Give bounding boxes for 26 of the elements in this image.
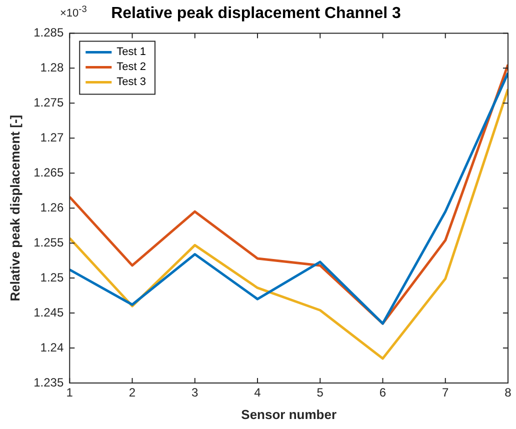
legend-label: Test 3 [116,76,146,88]
y-tick-label: 1.28 [40,60,64,74]
x-tick-label: 7 [442,386,450,400]
y-tick-label: 1.26 [40,200,64,214]
x-axis-title: Sensor number [241,406,336,422]
y-tick-label: 1.25 [40,270,64,284]
x-tick-label: 6 [379,386,386,400]
x-tick-label: 1 [66,386,74,400]
x-tick-label: 3 [192,386,199,400]
y-tick-label: 1.235 [34,375,64,390]
chart-title: Relative peak displacement Channel 3 [111,5,402,22]
y-tick-label: 1.24 [40,340,64,354]
y-tick-label: 1.285 [34,26,64,40]
y-tick-label: 1.245 [34,305,64,320]
text: ×10$^{-3}$ [60,4,87,20]
y-tick-label: 1.255 [34,235,64,250]
y-tick-label: 1.27 [40,130,64,144]
x-tick-label: 5 [316,386,324,400]
y-axis-title: Relative peak displacement [-] [7,114,22,302]
x-tick-label: 4 [254,386,262,400]
y-tick-label: 1.275 [34,95,64,110]
x-tick-label: 8 [504,386,512,400]
legend-label: Test 2 [116,61,146,74]
x-tick-label: 2 [128,386,136,400]
y-tick-label: 1.265 [34,165,64,180]
legend-label: Test 1 [116,46,146,58]
